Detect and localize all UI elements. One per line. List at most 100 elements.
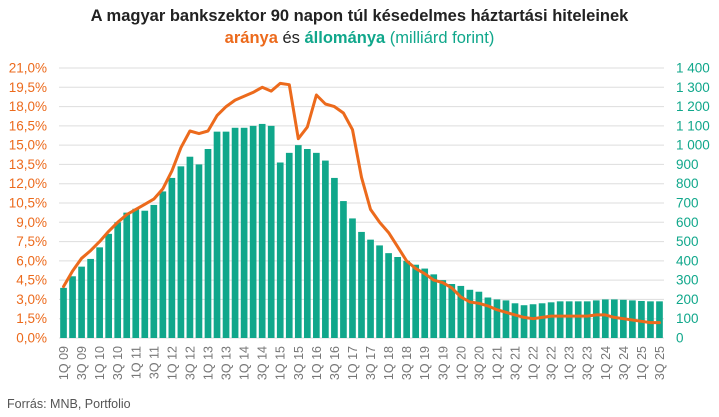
bar bbox=[240, 127, 248, 339]
x-axis-tick-label: 1Q 22 bbox=[527, 346, 541, 380]
x-axis-tick-label: 3Q 13 bbox=[220, 346, 234, 380]
x-axis-tick-label: 3Q 22 bbox=[545, 346, 559, 380]
right-axis-tick-label: 800 bbox=[676, 176, 699, 191]
right-axis-tick-label: 1 100 bbox=[676, 118, 710, 133]
right-axis-tick-label: 300 bbox=[676, 273, 699, 288]
bar bbox=[601, 299, 609, 338]
right-axis-tick-label: 0 bbox=[676, 331, 684, 346]
bar bbox=[258, 123, 266, 338]
bar bbox=[114, 222, 122, 338]
bar bbox=[412, 264, 420, 338]
x-axis-tick-label: 1Q 11 bbox=[129, 346, 143, 379]
left-axis-tick-label: 15,0% bbox=[9, 138, 47, 153]
x-axis-tick-label: 1Q 21 bbox=[490, 346, 504, 380]
bar bbox=[592, 300, 600, 338]
x-axis-tick-label: 1Q 19 bbox=[418, 346, 432, 380]
x-axis-tick-label: 1Q 20 bbox=[454, 346, 468, 380]
bar bbox=[150, 204, 158, 338]
x-axis-tick-label: 3Q 21 bbox=[509, 346, 523, 380]
bar bbox=[222, 131, 230, 338]
bar bbox=[168, 177, 176, 338]
right-axis-tick-label: 600 bbox=[676, 215, 699, 230]
x-axis-tick-label: 1Q 13 bbox=[201, 346, 215, 380]
bar bbox=[349, 218, 356, 338]
x-axis-tick-label: 3Q 23 bbox=[581, 346, 595, 380]
bar bbox=[466, 289, 474, 338]
bar bbox=[195, 164, 203, 338]
x-axis-tick-label: 3Q 24 bbox=[617, 346, 631, 380]
bar bbox=[421, 268, 429, 338]
bar bbox=[60, 287, 67, 338]
x-axis-tick-label: 1Q 17 bbox=[346, 346, 360, 380]
left-axis-tick-label: 12,0% bbox=[9, 176, 47, 191]
x-axis-tick-label: 3Q 25 bbox=[653, 346, 667, 380]
bar bbox=[430, 274, 438, 338]
subtitle-and: és bbox=[277, 29, 305, 47]
bar bbox=[340, 201, 347, 338]
left-axis-tick-label: 0,0% bbox=[16, 331, 47, 346]
bar bbox=[583, 301, 591, 338]
x-axis-tick-label: 1Q 23 bbox=[563, 346, 577, 380]
left-axis-ticks: 0,0% 1,5% 3,0% 4,5% 6,0% 7,5% 9,0% 10,5% 12,0% 13… bbox=[9, 61, 47, 346]
bar bbox=[439, 280, 447, 338]
subtitle-unit: (milliárd forint) bbox=[385, 29, 495, 47]
x-axis-tick-label: 3Q 16 bbox=[328, 346, 342, 380]
bar bbox=[520, 305, 528, 338]
bar bbox=[511, 303, 519, 338]
x-axis-tick-label: 1Q 24 bbox=[599, 346, 613, 380]
x-axis-tick-label: 1Q 16 bbox=[310, 346, 324, 380]
bar bbox=[322, 160, 329, 338]
bar bbox=[547, 302, 555, 338]
bar bbox=[213, 131, 221, 338]
bar bbox=[376, 245, 383, 338]
rate-line bbox=[62, 81, 661, 325]
bar bbox=[448, 284, 456, 338]
bar bbox=[105, 233, 113, 338]
left-axis-tick-label: 18,0% bbox=[9, 99, 47, 114]
left-axis-tick-label: 19,5% bbox=[9, 80, 47, 95]
x-axis-tick-label: 3Q 11 bbox=[147, 346, 161, 379]
bar bbox=[475, 291, 483, 338]
bar bbox=[204, 149, 212, 338]
right-axis-tick-label: 1 300 bbox=[676, 80, 710, 95]
bar bbox=[87, 258, 94, 338]
right-axis-tick-label: 1 400 bbox=[676, 61, 710, 76]
bar bbox=[294, 145, 302, 338]
bar bbox=[394, 257, 401, 338]
left-axis-tick-label: 4,5% bbox=[16, 273, 47, 288]
left-axis-tick-label: 16,5% bbox=[9, 118, 47, 133]
bar bbox=[385, 253, 392, 338]
left-axis-tick-label: 1,5% bbox=[16, 311, 47, 326]
bar bbox=[141, 210, 149, 338]
right-axis-tick-label: 500 bbox=[676, 234, 699, 249]
right-axis-tick-label: 200 bbox=[676, 292, 699, 307]
left-axis-tick-label: 13,5% bbox=[9, 157, 47, 172]
bar-series bbox=[60, 123, 663, 339]
bar bbox=[638, 300, 645, 338]
left-axis-tick-label: 21,0% bbox=[9, 61, 47, 76]
x-axis-tick-label: 1Q 25 bbox=[635, 346, 649, 380]
bar bbox=[529, 304, 537, 338]
x-axis-tick-label: 3Q 12 bbox=[183, 346, 197, 380]
x-axis-tick-label: 3Q 15 bbox=[292, 346, 306, 380]
chart-title: A magyar bankszektor 90 napon túl késede… bbox=[90, 7, 629, 25]
x-axis-tick-label: 3Q 10 bbox=[111, 346, 125, 380]
right-axis-tick-label: 1 200 bbox=[676, 99, 710, 114]
bar bbox=[276, 162, 284, 338]
x-axis-tick-label: 1Q 12 bbox=[165, 346, 179, 380]
bar bbox=[313, 152, 320, 338]
bar bbox=[565, 301, 573, 338]
x-axis-tick-label: 3Q 18 bbox=[400, 346, 414, 380]
bar bbox=[457, 285, 465, 338]
x-axis-tick-label: 1Q 14 bbox=[238, 346, 252, 380]
left-axis-tick-label: 9,0% bbox=[16, 215, 47, 230]
bar bbox=[556, 301, 564, 338]
bar bbox=[249, 125, 257, 338]
bar bbox=[231, 127, 239, 339]
bar bbox=[123, 212, 131, 338]
left-axis-tick-label: 3,0% bbox=[16, 292, 47, 307]
bar bbox=[656, 301, 663, 338]
right-axis-tick-label: 900 bbox=[676, 157, 699, 172]
bar bbox=[358, 231, 365, 338]
